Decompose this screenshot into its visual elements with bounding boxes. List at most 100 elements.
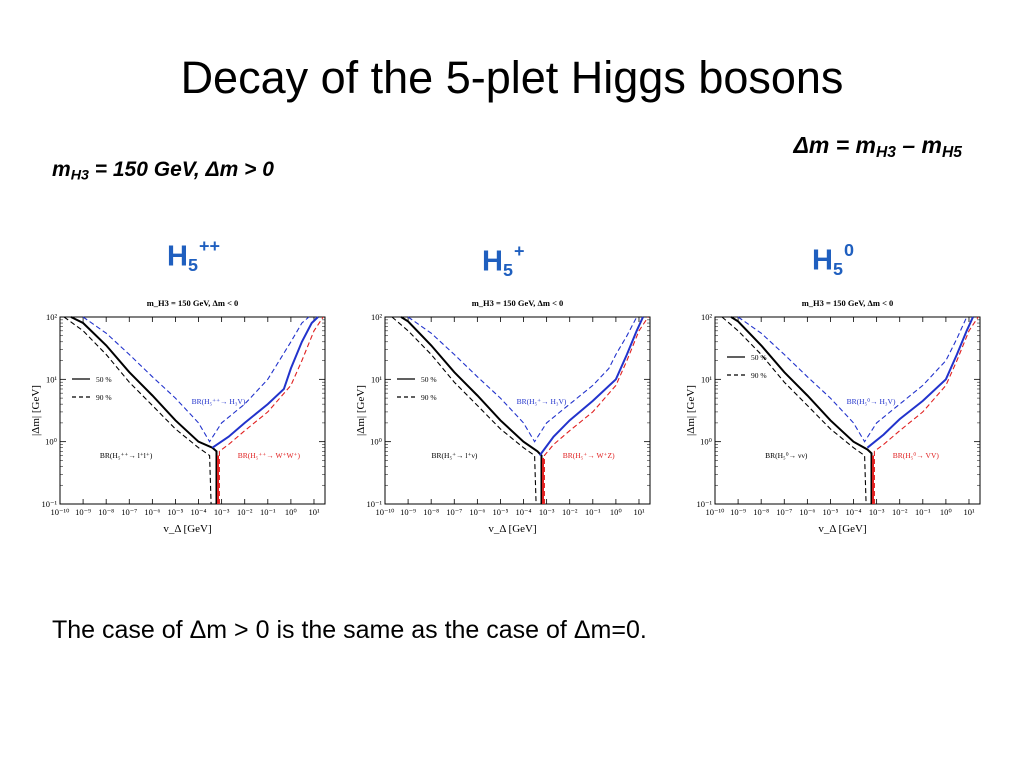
annotation-label: BR(H₅⁺⁺→ l⁺l⁺) [100, 451, 153, 460]
x-tick-label: 10⁰ [610, 507, 623, 517]
x-tick-label: 10⁻⁸ [423, 507, 439, 517]
x-tick-label: 10⁻⁴ [846, 507, 862, 517]
label-sub: 5 [502, 259, 513, 280]
chart-title: m_H3 = 150 GeV, Δm < 0 [802, 298, 894, 308]
label-sub: 5 [187, 254, 198, 275]
chart-panel-h5-plus: m_H3 = 150 GeV, Δm < 0 10⁻¹⁰ 10⁻⁹ 10⁻⁸ 10⁻⁷ 1… [355, 292, 655, 542]
annotation-label: BR(H₅⁰→ VV) [893, 451, 940, 460]
x-tick-label: 10⁻⁸ [753, 507, 769, 517]
definition-sub2: H5 [942, 143, 962, 161]
label-base: H [812, 244, 833, 277]
label-sup: ++ [198, 236, 220, 256]
x-axis-label: v_Δ [GeV] [488, 523, 536, 535]
series-line [737, 316, 968, 443]
legend-solid-label: 50 % [751, 353, 767, 362]
y-axis-label: |Δm| [GeV] [685, 385, 697, 436]
x-tick-label: 10⁰ [285, 507, 298, 517]
series-line [538, 316, 644, 457]
series-line [218, 316, 324, 504]
chart-title: m_H3 = 150 GeV, Δm < 0 [472, 298, 564, 308]
x-tick-label: 10⁻³ [869, 507, 885, 517]
x-tick-label: 10⁰ [940, 507, 953, 517]
x-tick-label: 10¹ [963, 507, 975, 517]
y-tick-label: 10⁰ [370, 437, 383, 447]
series-line [82, 316, 310, 443]
x-tick-label: 10⁻⁵ [822, 507, 838, 517]
y-tick-label: 10¹ [701, 374, 713, 384]
series-line [873, 316, 979, 504]
x-tick-label: 10⁻⁹ [730, 507, 746, 517]
series-line [866, 316, 974, 449]
definition-mid: – m [895, 132, 943, 158]
series-line [721, 316, 867, 505]
x-tick-label: 10⁻⁴ [191, 507, 207, 517]
x-tick-label: 10⁻² [237, 507, 253, 517]
x-tick-label: 10⁻⁴ [516, 507, 532, 517]
y-tick-label: 10⁰ [700, 437, 713, 447]
chart-svg: m_H3 = 150 GeV, Δm < 0 10⁻¹⁰ 10⁻⁹ 10⁻⁸ 10⁻⁷ 1… [355, 298, 651, 535]
x-tick-label: 10⁻⁶ [799, 507, 815, 517]
x-tick-label: 10⁻⁶ [144, 507, 160, 517]
x-tick-label: 10⁻³ [539, 507, 555, 517]
x-tick-label: 10⁻¹⁰ [376, 507, 396, 517]
y-axis-label: |Δm| [GeV] [30, 385, 42, 436]
slide-caption: The case of Δm > 0 is the same as the ca… [52, 616, 647, 644]
chart-svg: m_H3 = 150 GeV, Δm < 0 10⁻¹⁰ 10⁻⁹ 10⁻⁸ 10⁻⁷ 1… [685, 298, 981, 535]
x-axis-label: v_Δ [GeV] [163, 523, 211, 535]
legend-dashed-label: 90 % [421, 393, 437, 402]
condition-m: m [52, 158, 71, 181]
x-tick-label: 10⁻⁹ [400, 507, 416, 517]
label-sup: + [513, 241, 525, 261]
condition-sub: H3 [70, 167, 89, 184]
x-tick-label: 10⁻³ [214, 507, 230, 517]
y-tick-label: 10¹ [46, 374, 58, 384]
y-tick-label: 10⁻¹ [41, 499, 57, 509]
legend-dashed-label: 90 % [96, 393, 112, 402]
legend-dashed-label: 90 % [751, 371, 767, 380]
series-line [730, 316, 873, 504]
x-tick-label: 10⁻⁵ [492, 507, 508, 517]
series-line [70, 316, 218, 504]
x-tick-label: 10⁻⁷ [776, 507, 792, 517]
y-tick-label: 10⁻¹ [366, 499, 382, 509]
definition-lhs: Δm = m [793, 132, 876, 158]
x-tick-label: 10⁻⁶ [469, 507, 485, 517]
series-line [400, 316, 543, 504]
delta-m-definition: Δm = mH3 – mH5 [793, 132, 962, 162]
y-tick-label: 10² [701, 312, 713, 322]
x-tick-label: 10⁻⁸ [98, 507, 114, 517]
x-tick-label: 10⁻¹⁰ [706, 507, 726, 517]
y-tick-label: 10⁻¹ [696, 499, 712, 509]
x-tick-label: 10⁻¹⁰ [51, 507, 71, 517]
series-line [63, 316, 212, 505]
y-axis-label: |Δm| [GeV] [355, 385, 367, 436]
x-tick-label: 10⁻⁷ [446, 507, 462, 517]
series-line [391, 316, 537, 505]
x-tick-label: 10⁻¹ [260, 507, 276, 517]
slide-title: Decay of the 5-plet Higgs bosons [180, 52, 844, 103]
plot-frame [714, 316, 981, 505]
label-base: H [167, 240, 188, 273]
legend-solid-label: 50 % [421, 375, 437, 384]
label-base: H [482, 245, 503, 278]
panel-label-h5-plus: H5+ [482, 241, 524, 281]
series-line [407, 316, 638, 443]
annotation-label: BR(H₅⁰→ νν) [765, 451, 808, 460]
annotation-label: BR(H₅⁺→ H₃V) [517, 397, 567, 406]
x-tick-label: 10⁻⁷ [121, 507, 137, 517]
chart-title: m_H3 = 150 GeV, Δm < 0 [147, 298, 239, 308]
x-tick-label: 10¹ [633, 507, 645, 517]
x-axis-label: v_Δ [GeV] [818, 523, 866, 535]
x-tick-label: 10⁻¹ [585, 507, 601, 517]
label-sup: 0 [843, 240, 854, 260]
annotation-label: BR(H₅⁺→ W⁺Z) [563, 451, 615, 460]
annotation-label: BR(H₅⁺⁺→ H₃V) [192, 397, 246, 406]
plot-frame [59, 316, 326, 505]
chart-panel-h5-plusplus: m_H3 = 150 GeV, Δm < 0 10⁻¹⁰ 10⁻⁹ 10⁻⁸ 10⁻⁷ 1… [30, 292, 330, 542]
panel-label-h5-plusplus: H5++ [167, 236, 220, 276]
mass-condition: mH3 = 150 GeV, Δm > 0 [52, 158, 274, 184]
annotation-label: BR(H₅⁺⁺→ W⁺W⁺) [238, 451, 301, 460]
condition-rest: = 150 GeV, Δm > 0 [88, 158, 274, 181]
x-tick-label: 10¹ [308, 507, 320, 517]
legend-solid-label: 50 % [96, 375, 112, 384]
